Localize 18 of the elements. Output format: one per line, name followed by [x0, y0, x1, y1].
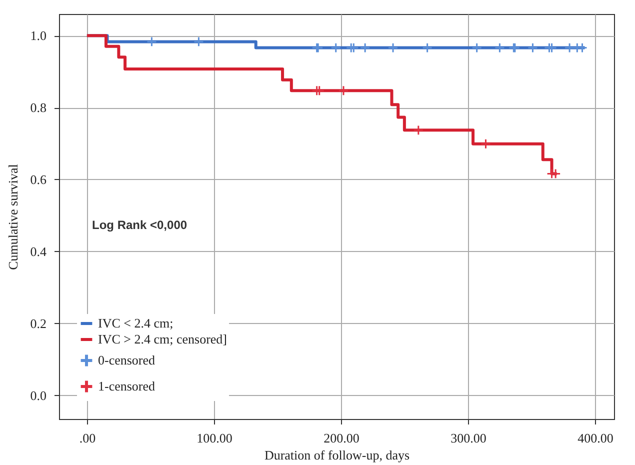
- x-axis-title: Duration of follow-up, days: [264, 448, 410, 462]
- y-tick-label: 0.6: [30, 172, 47, 187]
- annotation: Log Rank <0,000: [92, 218, 188, 232]
- x-tick-label: 100.00: [196, 430, 232, 446]
- x-tick-label: 400.00: [578, 430, 614, 446]
- y-tick-label: 0.8: [30, 100, 46, 116]
- x-tick-label: 300.00: [450, 430, 486, 446]
- y-tick-label: 0.4: [30, 244, 47, 259]
- x-tick-label: 200.00: [324, 430, 360, 446]
- y-tick-label: 0.0: [30, 388, 46, 403]
- y-tick-label: 1.0: [30, 28, 46, 44]
- y-tick-label: 0.2: [30, 316, 46, 331]
- legend-label: 0-censored: [98, 352, 156, 368]
- legend-label: 1-censored: [98, 378, 156, 394]
- legend-label: IVC > 2.4 cm; censored]: [98, 332, 227, 346]
- x-tick-label: .00: [79, 430, 96, 446]
- legend-label: IVC < 2.4 cm;: [98, 316, 174, 330]
- y-axis-title: Cumulative survival: [5, 164, 20, 270]
